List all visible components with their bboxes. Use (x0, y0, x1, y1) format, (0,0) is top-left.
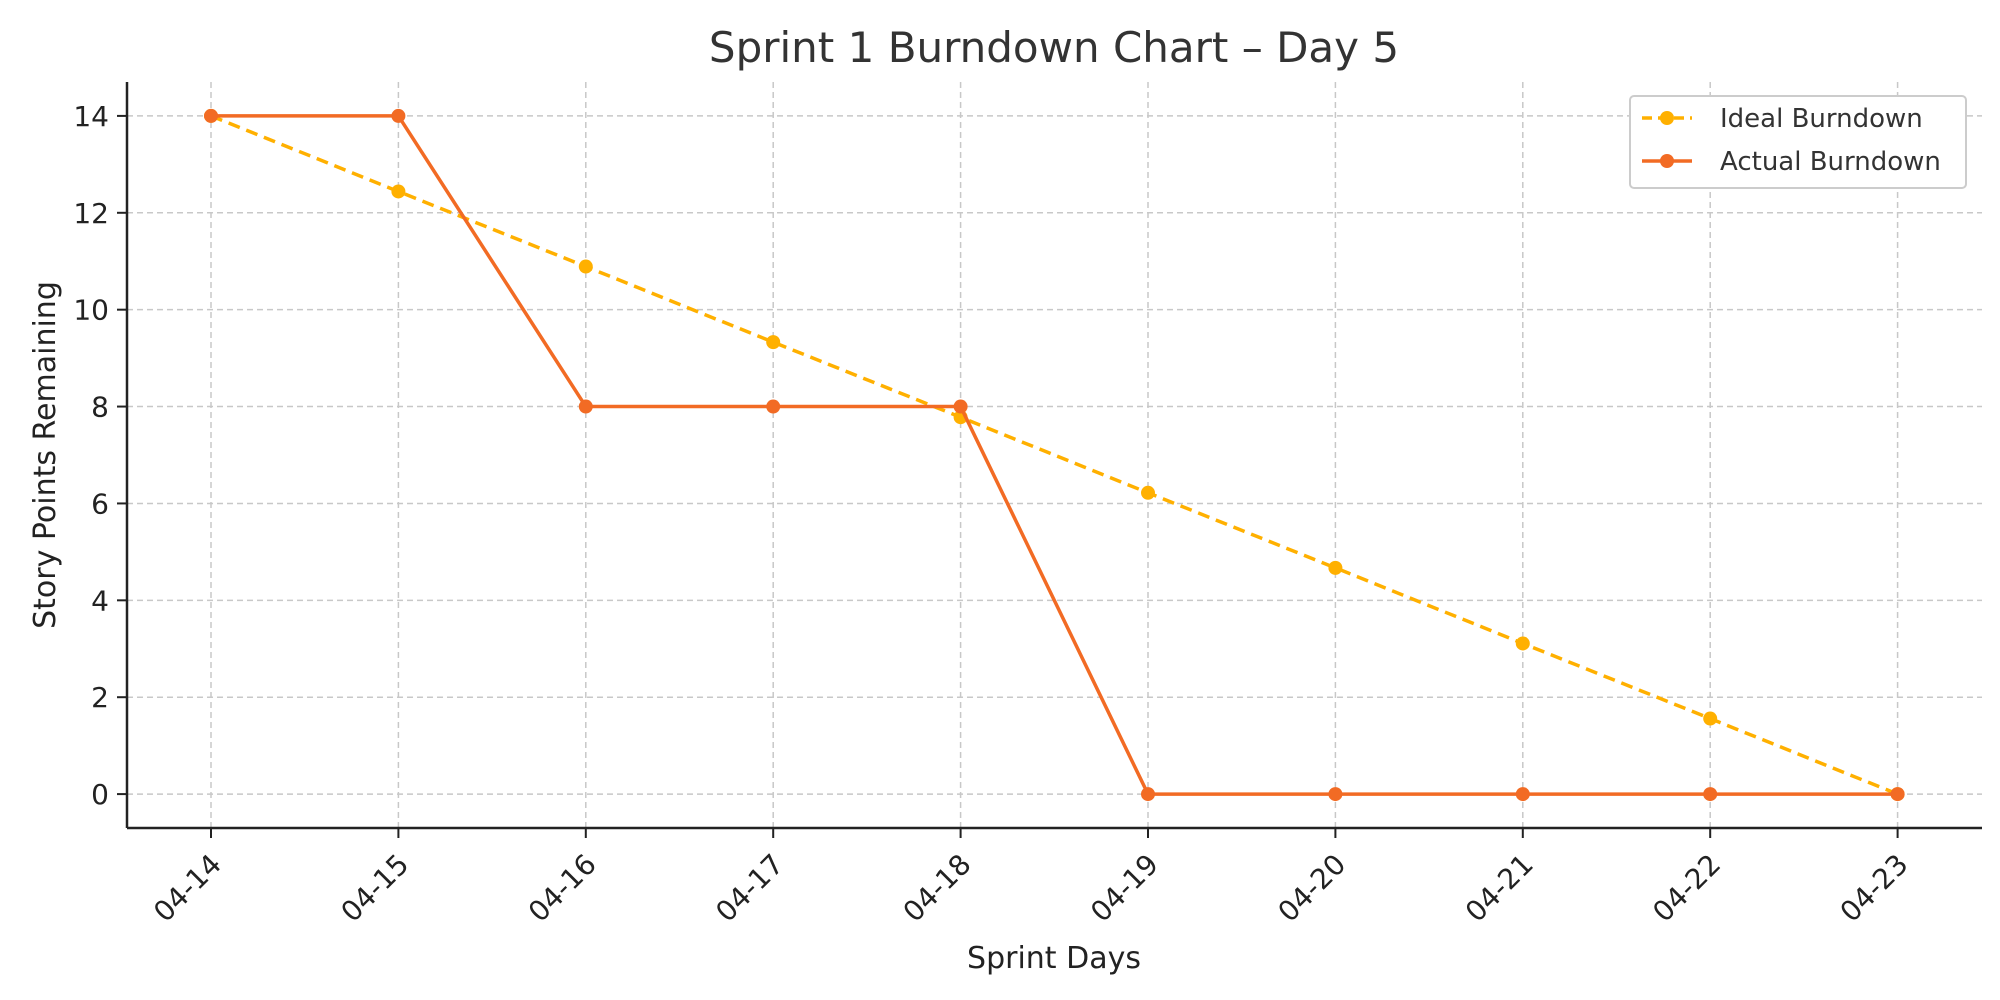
ideal-burndown-point (1515, 636, 1530, 651)
y-tick-label: 10 (73, 294, 109, 327)
actual-burndown-point (1890, 787, 1905, 802)
x-tick-label: 04-15 (334, 848, 415, 929)
x-axis-label: Sprint Days (967, 941, 1141, 976)
series (204, 108, 1905, 802)
ideal-burndown-point (391, 184, 406, 199)
legend: Ideal Burndown Actual Burndown (1629, 95, 1967, 189)
actual-burndown-legend-marker (1660, 154, 1674, 168)
y-tick-label: 8 (91, 391, 109, 424)
ideal-burndown-point (1328, 560, 1343, 575)
y-tick-label: 6 (91, 487, 109, 520)
ideal-burndown-legend-label: Ideal Burndown (1720, 104, 1923, 134)
ideal-burndown-point (1703, 711, 1718, 726)
axes (125, 82, 1982, 830)
x-tick-label: 04-14 (147, 848, 228, 929)
actual-burndown-point (953, 399, 968, 414)
x-ticks: 04-14 04-15 04-16 04-17 04-18 04-19 04-20 04-21… (147, 828, 1915, 929)
x-tick-label: 04-17 (709, 848, 790, 929)
y-tick-label: 2 (91, 681, 109, 714)
actual-burndown-point (766, 399, 781, 414)
ideal-burndown-point (578, 259, 593, 274)
actual-burndown-point (1328, 787, 1343, 802)
x-tick-label: 04-23 (1834, 848, 1915, 929)
actual-burndown-point (1703, 787, 1718, 802)
x-tick-label: 04-21 (1459, 848, 1540, 929)
actual-burndown-point (1515, 787, 1530, 802)
chart-title: Sprint 1 Burndown Chart – Day 5 (709, 23, 1399, 72)
y-tick-label: 12 (73, 197, 109, 230)
ideal-burndown-point (1141, 485, 1155, 500)
actual-burndown-series (204, 108, 1905, 802)
x-tick-label: 04-18 (897, 848, 978, 929)
x-tick-label: 04-19 (1084, 848, 1165, 929)
actual-burndown-line (211, 114, 1898, 796)
x-tick-label: 04-16 (522, 848, 603, 929)
actual-burndown-point (1141, 787, 1155, 802)
legend-box (1629, 95, 1967, 189)
actual-burndown-point (578, 399, 593, 414)
ideal-burndown-point (766, 335, 781, 350)
x-tick-label: 04-22 (1646, 848, 1727, 929)
y-tick-label: 4 (91, 584, 109, 617)
y-ticks: 0 2 4 6 8 10 12 14 (73, 100, 127, 811)
ideal-burndown-legend-marker (1660, 111, 1674, 125)
actual-burndown-legend-label: Actual Burndown (1720, 147, 1941, 177)
y-tick-label: 0 (91, 778, 109, 811)
actual-burndown-point (204, 108, 218, 123)
x-tick-label: 04-20 (1271, 848, 1352, 929)
y-tick-label: 14 (73, 100, 109, 133)
y-axis-label: Story Points Remaining (28, 281, 63, 629)
actual-burndown-point (391, 108, 406, 123)
